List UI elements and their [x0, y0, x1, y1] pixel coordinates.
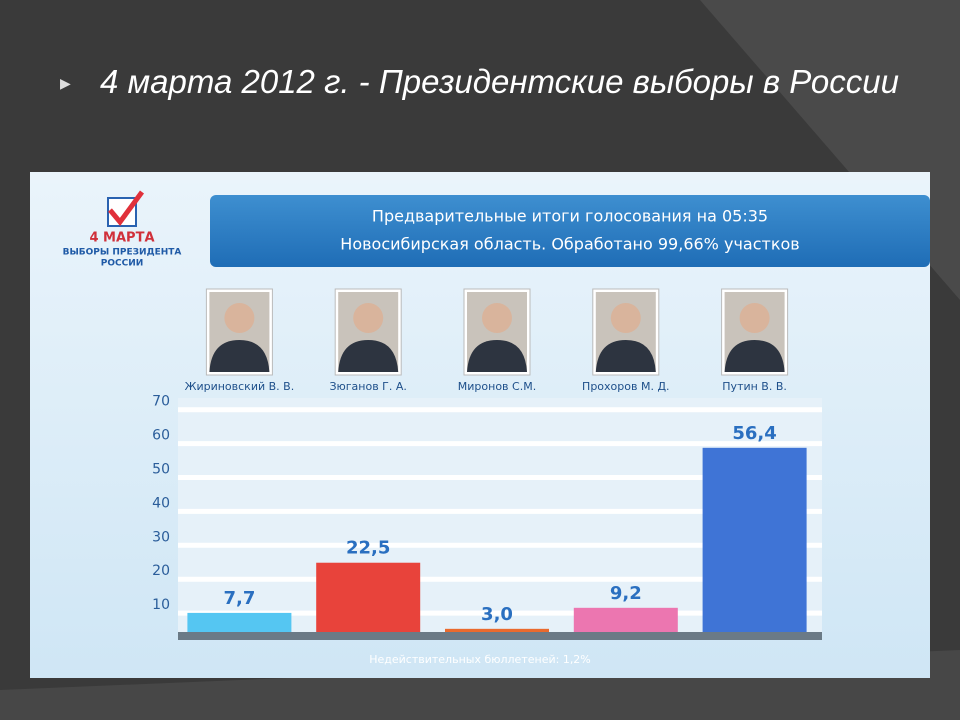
value-label: 7,7: [223, 588, 255, 609]
logo-check: [108, 190, 145, 227]
baseline-strip: [178, 632, 822, 640]
bar: [187, 612, 292, 632]
title-box: 4 марта 2012 г. - Президентские выборы в…: [100, 63, 899, 100]
y-tick-label: 60: [152, 428, 170, 444]
y-tick-label: 10: [152, 597, 170, 613]
bullet: ▶: [60, 76, 71, 92]
bar: [702, 447, 807, 632]
y-tick-label: 70: [152, 394, 170, 410]
x-tick-label: Путин В. В.: [722, 380, 787, 393]
chart-title: Предварительные итоги голосования на 05:…: [372, 207, 768, 226]
x-tick-label: Зюганов Г. А.: [329, 380, 406, 393]
photo-head: [224, 303, 255, 333]
photo-body: [209, 340, 270, 372]
x-tick-label: Миронов С.М.: [458, 380, 536, 393]
photo-head: [482, 303, 512, 333]
banner: [210, 195, 930, 267]
bar: [316, 562, 421, 632]
value-label: 22,5: [346, 538, 390, 559]
logo-text: 4 МАРТА: [89, 231, 154, 246]
bar: [445, 628, 549, 632]
photo-body: [595, 340, 656, 372]
photo-body: [338, 340, 399, 372]
logo-text: ВЫБОРЫ ПРЕЗИДЕНТА: [63, 248, 182, 258]
value-label: 56,4: [732, 423, 776, 444]
y-tick-label: 50: [152, 462, 170, 478]
slide-title: 4 марта 2012 г. - Президентские выборы в…: [100, 63, 899, 100]
note: Недействительных бюллетеней: 1,2%: [369, 653, 591, 666]
photo-body: [724, 340, 785, 372]
logo-text: РОССИИ: [101, 259, 144, 269]
photo-body: [467, 340, 527, 372]
y-tick-label: 20: [152, 563, 170, 579]
chart-subtitle: Новосибирская область. Обработано 99,66%…: [340, 235, 799, 254]
y-tick-label: 40: [152, 495, 170, 511]
photo-head: [610, 303, 641, 333]
photo-head: [739, 303, 770, 333]
y-tick-label: 30: [152, 529, 170, 545]
bar: [573, 607, 678, 632]
x-tick-label: Жириновский В. В.: [185, 380, 295, 393]
photo-head: [353, 303, 384, 333]
x-tick-label: Прохоров М. Д.: [582, 380, 670, 393]
value-label: 9,2: [610, 583, 642, 604]
value-label: 3,0: [481, 604, 513, 625]
